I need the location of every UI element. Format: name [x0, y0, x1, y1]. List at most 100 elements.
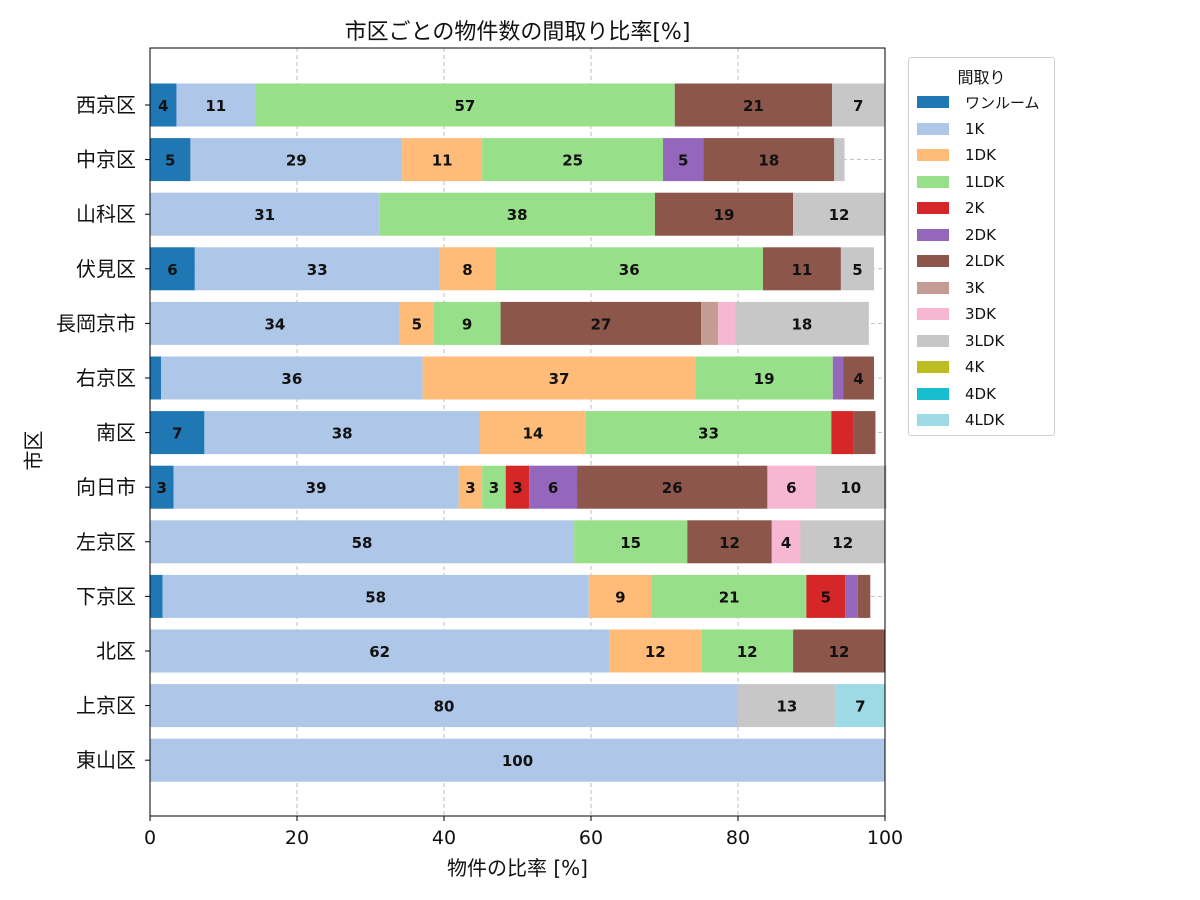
- legend-swatch: [917, 149, 949, 161]
- bar-segment: [150, 411, 205, 455]
- bar-segment: [738, 684, 836, 728]
- bar-segment: [439, 247, 496, 291]
- x-tick-label: 0: [144, 827, 156, 849]
- bar-segment: [793, 629, 885, 673]
- bar-value-label: 38: [507, 206, 528, 224]
- bar-value-label: 6: [786, 479, 796, 497]
- bar-value-label: 18: [792, 315, 813, 333]
- bar-value-label: 36: [281, 370, 302, 388]
- bar-segment: [832, 83, 885, 127]
- bar-value-label: 9: [462, 315, 472, 333]
- bar-value-label: 15: [620, 534, 641, 552]
- bar-value-label: 33: [307, 261, 328, 279]
- bar-value-label: 39: [306, 479, 327, 497]
- bar-segment: [422, 356, 696, 400]
- y-tick-label: 長岡京市: [56, 311, 136, 335]
- legend-item: 4LDK: [917, 407, 1004, 433]
- bar-value-label: 4: [158, 97, 168, 115]
- legend: 間取り ワンルーム 1K 1DK 1LDK 2K 2DK 2LDK 3K 3DK 3LDK 4K 4D…: [908, 57, 1055, 436]
- bar-value-label: 12: [829, 643, 850, 661]
- bar-value-label: 3: [512, 479, 522, 497]
- legend-label: 2K: [965, 199, 985, 217]
- bar-segment: [402, 138, 483, 182]
- legend-swatch: [917, 202, 949, 214]
- y-tick-label: 北区: [96, 639, 136, 663]
- bar-segment: [767, 465, 816, 509]
- legend-item: 4DK: [917, 381, 996, 407]
- bar-value-label: 57: [455, 97, 476, 115]
- y-tick-label: 上京区: [76, 694, 136, 718]
- bar-segment: [843, 356, 874, 400]
- bar-value-label: 3: [489, 479, 499, 497]
- bar-segment: [150, 465, 174, 509]
- bar-segment: [150, 192, 380, 236]
- bar-segment: [500, 301, 702, 345]
- legend-label: 1K: [965, 119, 985, 138]
- bar-value-label: 6: [167, 261, 177, 279]
- legend-label: 3K: [965, 278, 985, 297]
- bar-value-label: 11: [432, 152, 453, 170]
- bar-segment: [832, 356, 844, 400]
- bar-segment: [150, 738, 885, 782]
- bar-segment: [480, 411, 586, 455]
- bar-segment: [793, 192, 885, 236]
- bar-value-label: 34: [265, 315, 286, 333]
- bars: [150, 83, 887, 782]
- bar-segment: [687, 520, 772, 564]
- legend-label: 3LDK: [965, 331, 1005, 350]
- bar-segment: [695, 356, 833, 400]
- bar-segment: [834, 138, 845, 182]
- bar-segment: [173, 465, 459, 509]
- bar-value-label: 3: [465, 479, 475, 497]
- bar-segment: [495, 247, 763, 291]
- x-tick-label: 80: [726, 827, 750, 849]
- bar-segment: [150, 301, 400, 345]
- bar-value-label: 3: [157, 479, 167, 497]
- legend-label: ワンルーム: [965, 93, 1040, 112]
- bar-value-label: 4: [853, 370, 863, 388]
- bar-value-label: 6: [548, 479, 558, 497]
- bar-segment: [150, 629, 610, 673]
- legend-swatch: [917, 122, 949, 135]
- bar-value-label: 18: [758, 152, 779, 170]
- bar-segment: [190, 138, 403, 182]
- bar-value-label: 36: [619, 261, 640, 279]
- legend-item: 1LDK: [917, 169, 1004, 195]
- bar-value-label: 29: [286, 152, 307, 170]
- legend-swatch: [917, 228, 949, 241]
- bar-segment: [150, 83, 177, 127]
- plot-frame: [149, 47, 886, 817]
- bar-value-label: 5: [821, 588, 831, 606]
- legend-label: 3DK: [965, 305, 996, 323]
- bar-value-label: 5: [412, 315, 422, 333]
- y-tick-label: 左京区: [76, 530, 136, 554]
- legend-label: 2DK: [965, 225, 996, 244]
- x-axis-label: 物件の比率 [%]: [447, 856, 588, 880]
- legend-label: 2LDK: [965, 252, 1005, 270]
- bar-segment: [176, 83, 256, 127]
- bar-segment: [652, 574, 807, 618]
- bar-value-label: 11: [205, 97, 226, 115]
- bar-segment: [840, 247, 874, 291]
- legend-item: 2K: [917, 195, 984, 221]
- y-tick-label: 伏見区: [76, 257, 136, 281]
- bar-segment: [588, 574, 653, 618]
- bar-segment: [529, 465, 578, 509]
- bar-value-label: 19: [754, 370, 775, 388]
- legend-swatch: [917, 361, 949, 373]
- legend-label: 4DK: [965, 384, 996, 403]
- bar-value-label: 21: [719, 588, 740, 606]
- bar-segment: [835, 684, 885, 728]
- y-tick-label: 南区: [96, 421, 136, 445]
- bar-value-label: 25: [562, 152, 583, 170]
- y-tick-label: 西京区: [76, 93, 136, 117]
- legend-label: 1LDK: [965, 172, 1005, 191]
- chart-title: 市区ごとの物件数の間取り比率[%]: [344, 20, 691, 45]
- legend-item: 3DK: [917, 301, 996, 327]
- bar-segment: [701, 301, 719, 345]
- bar-segment: [857, 574, 871, 618]
- bar-value-label: 12: [829, 206, 850, 224]
- bar-segment: [674, 83, 833, 127]
- y-axis-label: 市区: [21, 430, 46, 471]
- bar-value-label: 33: [698, 425, 719, 443]
